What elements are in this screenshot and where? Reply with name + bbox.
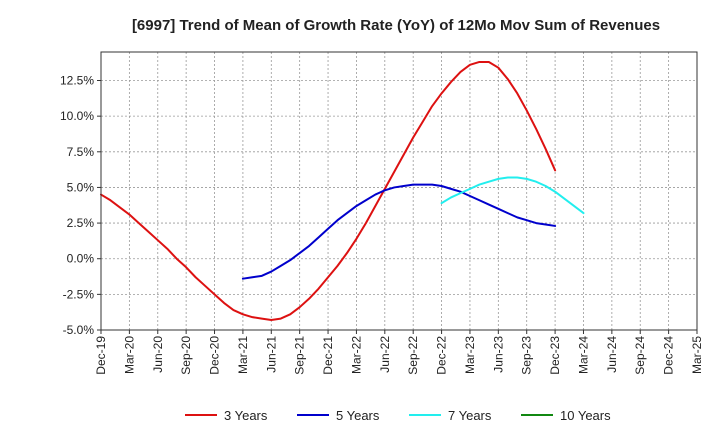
legend-label-3-years: 3 Years xyxy=(224,408,268,423)
x-tick-label: Mar-22 xyxy=(349,336,363,374)
x-tick-label: Mar-21 xyxy=(236,336,250,374)
x-tick-label: Sep-21 xyxy=(293,336,307,375)
y-tick-label: 10.0% xyxy=(60,109,94,123)
x-tick-label: Jun-23 xyxy=(491,336,505,373)
y-tick-label: -5.0% xyxy=(63,323,95,337)
legend-label-10-years: 10 Years xyxy=(560,408,611,423)
x-tick-label: Dec-22 xyxy=(435,336,449,375)
y-tick-label: 5.0% xyxy=(67,180,95,194)
legend-label-5-years: 5 Years xyxy=(336,408,380,423)
x-tick-label: Dec-21 xyxy=(321,336,335,375)
x-tick-label: Jun-24 xyxy=(605,336,619,373)
x-tick-label: Sep-22 xyxy=(406,336,420,375)
series-line-5-years xyxy=(241,183,557,280)
y-tick-label: -2.5% xyxy=(63,287,95,301)
x-tick-label: Jun-21 xyxy=(264,336,278,373)
x-tick-label: Dec-23 xyxy=(548,336,562,375)
x-tick-label: Mar-20 xyxy=(122,336,136,374)
legend: 3 Years 5 Years 7 Years 10 Years xyxy=(185,408,611,423)
chart-title: [6997] Trend of Mean of Growth Rate (YoY… xyxy=(132,17,660,34)
y-axis: -5.0% -2.5% 0.0% 2.5% 5.0% 7.5% 10.0% 12.5% xyxy=(60,74,101,337)
x-tick-label: Mar-25 xyxy=(690,336,704,374)
y-tick-label: 12.5% xyxy=(60,74,94,88)
y-tick-label: 7.5% xyxy=(67,145,95,159)
series-line-3-years xyxy=(100,60,557,322)
x-tick-label: Sep-23 xyxy=(520,336,534,375)
x-tick-label: Sep-24 xyxy=(633,336,647,375)
y-tick-label: 0.0% xyxy=(67,252,95,266)
x-tick-label: Dec-24 xyxy=(662,336,676,375)
x-tick-label: Jun-20 xyxy=(151,336,165,373)
series-lines xyxy=(100,60,585,322)
legend-label-7-years: 7 Years xyxy=(448,408,492,423)
series-line-7-years xyxy=(440,176,585,215)
x-tick-label: Mar-24 xyxy=(576,336,590,374)
plot-area xyxy=(101,52,697,330)
x-axis: Dec-19 Mar-20 Jun-20 Sep-20 Dec-20 Mar-21 Jun-… xyxy=(94,330,704,375)
plot-frame xyxy=(100,51,698,331)
x-tick-label: Sep-20 xyxy=(179,336,193,375)
x-tick-label: Mar-23 xyxy=(463,336,477,374)
x-tick-label: Jun-22 xyxy=(378,336,392,373)
x-tick-label: Dec-19 xyxy=(94,336,108,375)
x-tick-label: Dec-20 xyxy=(208,336,222,375)
grid xyxy=(100,52,698,331)
y-tick-label: 2.5% xyxy=(67,216,95,230)
